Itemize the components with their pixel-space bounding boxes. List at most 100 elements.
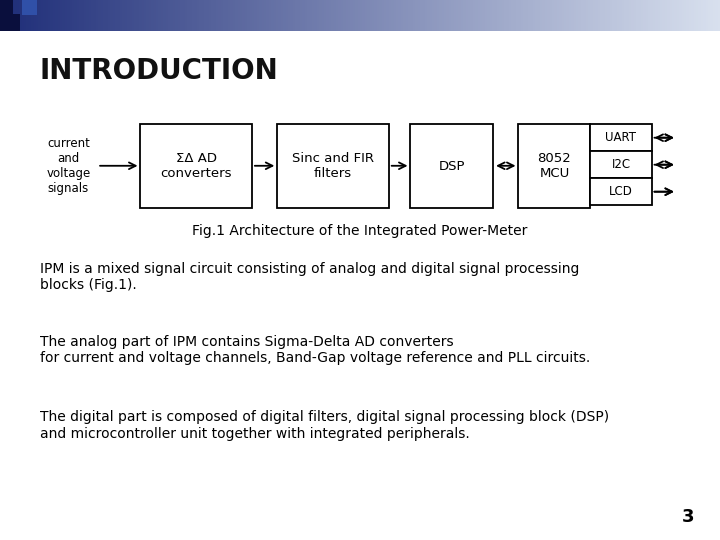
Bar [665,0,667,31]
Bar [470,0,473,31]
Bar [590,151,652,178]
Bar [163,0,166,31]
Bar [410,124,493,208]
Bar [475,0,477,31]
Bar [367,0,369,31]
Bar [487,0,490,31]
Bar [233,0,235,31]
Bar [502,0,504,31]
Bar [274,0,276,31]
Bar [603,0,605,31]
Bar [485,0,487,31]
Bar [648,0,650,31]
Bar [698,0,701,31]
Bar [389,0,391,31]
Bar [132,0,135,31]
Bar [336,0,338,31]
Bar [708,0,711,31]
Bar [264,0,266,31]
Bar [189,0,192,31]
Bar [677,0,679,31]
Bar [29,0,31,31]
Bar [317,0,319,31]
Bar [703,0,706,31]
Bar [686,0,689,31]
Bar [382,0,384,31]
Bar [130,0,132,31]
Bar [549,0,552,31]
Bar [199,0,202,31]
Bar [218,0,221,31]
Bar [135,0,137,31]
Bar [374,0,377,31]
Bar [463,0,466,31]
Bar [398,0,401,31]
Bar [115,0,117,31]
Bar [384,0,387,31]
Bar [600,0,603,31]
Bar [504,0,506,31]
Bar [194,0,197,31]
Bar [667,0,670,31]
Bar [590,178,652,205]
Bar [713,0,715,31]
Bar [276,0,279,31]
Bar [173,0,175,31]
Bar [425,0,427,31]
Bar [178,0,180,31]
Text: 8052
MCU: 8052 MCU [538,152,571,180]
Bar [96,0,99,31]
Bar [77,0,79,31]
Bar [81,0,84,31]
Bar [185,0,187,31]
Bar [634,0,636,31]
Bar [567,0,569,31]
Bar [540,0,542,31]
Bar [369,0,372,31]
Bar [117,0,120,31]
Bar [552,0,554,31]
Bar [492,0,495,31]
Bar [290,0,293,31]
Bar [557,0,559,31]
Bar [554,0,557,31]
Bar [24,0,27,31]
Bar [405,0,408,31]
Bar [101,0,103,31]
Bar [27,0,29,31]
Bar [243,0,245,31]
Bar [250,0,252,31]
Bar [588,0,590,31]
Bar [391,0,394,31]
Bar [360,0,362,31]
Bar [410,0,413,31]
Bar [576,0,578,31]
Bar [238,0,240,31]
Bar [418,0,420,31]
Bar [626,0,629,31]
Text: Fig.1 Architecture of the Integrated Power-Meter: Fig.1 Architecture of the Integrated Pow… [192,224,528,238]
Bar [12,0,14,31]
Bar [151,0,153,31]
Bar [305,0,307,31]
Bar [612,0,614,31]
Bar [598,0,600,31]
Bar [655,0,657,31]
Text: The digital part is composed of digital filters, digital signal processing block: The digital part is composed of digital … [40,410,608,441]
Bar [547,0,549,31]
Bar [19,0,22,31]
Bar [636,0,639,31]
Bar [312,0,315,31]
Bar [122,0,125,31]
Bar [204,0,207,31]
Bar [718,0,720,31]
Bar [139,0,142,31]
Bar [60,0,63,31]
Text: 3: 3 [683,509,695,526]
Bar [444,0,446,31]
Bar [22,0,24,31]
Bar [223,0,225,31]
Bar [413,0,415,31]
Bar [70,0,72,31]
Bar [449,0,451,31]
